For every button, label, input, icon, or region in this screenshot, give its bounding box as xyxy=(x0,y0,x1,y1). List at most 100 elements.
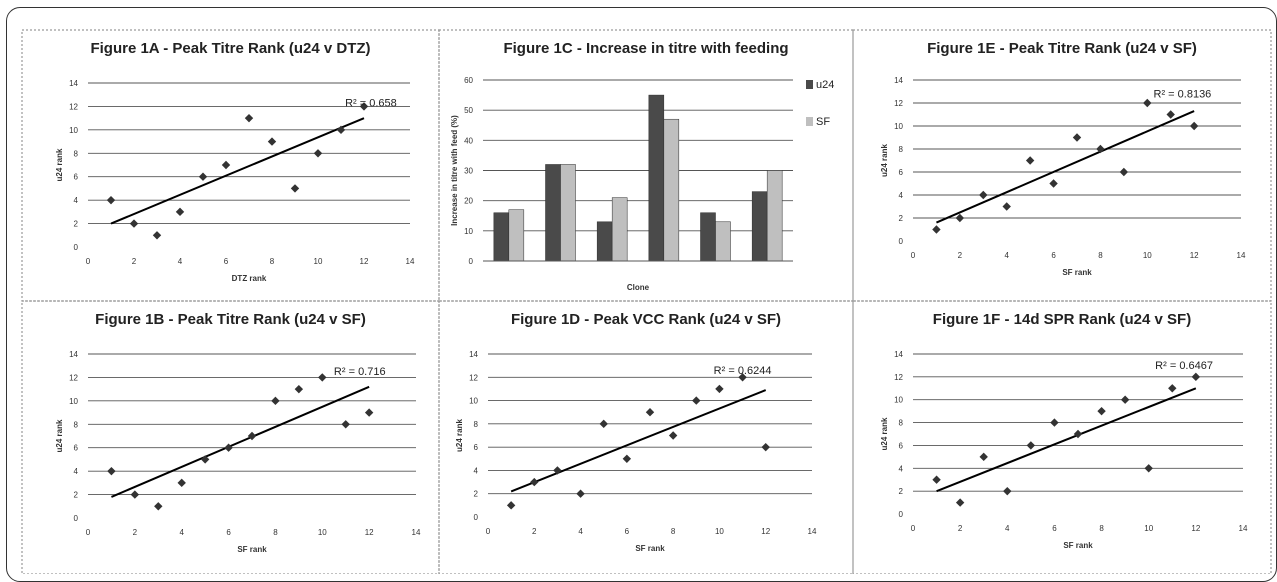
data-point xyxy=(1189,121,1199,131)
data-point xyxy=(267,137,277,146)
y-tick-label: 8 xyxy=(474,420,479,429)
y-tick-label: 8 xyxy=(74,149,79,158)
trendline xyxy=(936,387,1197,493)
x-tick-label: 14 xyxy=(412,528,421,537)
x-tick-label: 14 xyxy=(1239,524,1248,533)
data-point xyxy=(313,149,323,158)
data-point xyxy=(506,501,516,510)
y-axis-label: Increase in titre with feed (%) xyxy=(450,115,459,226)
bar-u24 xyxy=(545,164,561,262)
data-point xyxy=(224,443,233,452)
data-point xyxy=(979,190,988,200)
y-tick-label: 14 xyxy=(894,76,903,85)
legend-label: u24 xyxy=(816,79,834,91)
trendline xyxy=(110,117,365,225)
x-tick-label: 8 xyxy=(270,257,275,266)
data-point xyxy=(1026,441,1036,450)
x-tick-label: 6 xyxy=(226,528,231,537)
data-point xyxy=(1049,179,1058,188)
data-point xyxy=(1002,202,1011,211)
bar-sf xyxy=(766,170,783,262)
bar-sf xyxy=(508,209,525,262)
data-point xyxy=(129,219,139,228)
bar-sf xyxy=(560,164,576,262)
legend-label: SF xyxy=(816,116,830,128)
y-axis-label: u24 rank xyxy=(455,418,464,451)
data-point xyxy=(1050,418,1059,427)
x-axis-label: SF rank xyxy=(1062,268,1092,277)
x-tick-label: 4 xyxy=(578,527,583,536)
data-point xyxy=(599,419,608,429)
y-tick-label: 0 xyxy=(899,237,904,246)
data-point xyxy=(1143,98,1152,108)
bar-u24 xyxy=(700,212,716,262)
data-point xyxy=(364,408,374,417)
bar-sf xyxy=(663,118,680,262)
chart-title: Figure 1D - Peak VCC Rank (u24 v SF) xyxy=(511,311,781,328)
y-tick-label: 2 xyxy=(899,214,904,223)
x-axis-label: SF rank xyxy=(1063,541,1093,550)
x-tick-label: 8 xyxy=(671,527,676,536)
legend-swatch xyxy=(806,117,813,126)
data-point xyxy=(175,207,185,217)
x-axis-label: SF rank xyxy=(635,544,665,553)
data-point xyxy=(107,466,116,476)
y-tick-label: 0 xyxy=(74,514,79,523)
data-point xyxy=(290,184,300,193)
y-tick-label: 8 xyxy=(899,419,904,428)
trendline xyxy=(111,385,370,498)
y-tick-label: 6 xyxy=(74,173,79,182)
x-tick-label: 10 xyxy=(314,257,323,266)
data-point xyxy=(1166,110,1175,119)
data-point xyxy=(668,431,678,440)
x-tick-label: 6 xyxy=(1051,251,1056,260)
data-point xyxy=(359,102,369,111)
y-tick-label: 6 xyxy=(74,444,79,453)
chart-title: Figure 1F - 14d SPR Rank (u24 v SF) xyxy=(933,311,1191,328)
data-point xyxy=(177,478,186,488)
data-point xyxy=(1168,384,1177,393)
x-tick-label: 10 xyxy=(1143,251,1152,260)
x-tick-label: 0 xyxy=(486,527,491,536)
x-axis-label: DTZ rank xyxy=(232,274,267,283)
y-tick-label: 8 xyxy=(899,145,904,154)
x-tick-label: 6 xyxy=(1052,524,1057,533)
x-tick-label: 6 xyxy=(224,257,229,266)
y-tick-label: 10 xyxy=(469,397,478,406)
y-tick-label: 4 xyxy=(899,464,904,473)
data-point xyxy=(932,475,941,484)
data-point xyxy=(221,160,231,170)
y-tick-label: 6 xyxy=(899,168,904,177)
y-tick-label: 0 xyxy=(474,513,479,522)
y-tick-label: 60 xyxy=(464,76,473,85)
x-tick-label: 8 xyxy=(1099,524,1104,533)
x-tick-label: 10 xyxy=(1144,524,1153,533)
data-point xyxy=(1096,144,1105,154)
data-point xyxy=(198,172,208,181)
y-tick-label: 14 xyxy=(894,350,903,359)
data-point xyxy=(106,195,116,205)
x-tick-label: 12 xyxy=(1191,524,1200,533)
y-tick-label: 4 xyxy=(74,196,79,205)
data-point xyxy=(955,498,965,507)
x-tick-label: 0 xyxy=(86,528,91,537)
x-tick-label: 4 xyxy=(1005,524,1010,533)
legend-swatch xyxy=(806,80,813,89)
x-tick-label: 12 xyxy=(365,528,374,537)
y-tick-label: 50 xyxy=(464,106,473,115)
y-tick-label: 10 xyxy=(894,122,903,131)
data-point xyxy=(1119,167,1129,177)
data-point xyxy=(318,373,327,382)
y-tick-label: 10 xyxy=(464,227,473,236)
data-point xyxy=(247,431,257,441)
x-tick-label: 12 xyxy=(1190,251,1199,260)
chart-panel-fig1f: Figure 1F - 14d SPR Rank (u24 v SF) 0 2 4 6 8… xyxy=(852,300,1272,574)
y-tick-label: 30 xyxy=(464,167,473,176)
chart-panel-fig1d: Figure 1D - Peak VCC Rank (u24 v SF) 0 2 4 6… xyxy=(438,300,854,574)
x-tick-label: 0 xyxy=(86,257,91,266)
y-axis-label: u24 rank xyxy=(880,143,889,176)
y-tick-label: 0 xyxy=(469,257,474,266)
y-tick-label: 8 xyxy=(74,420,79,429)
x-tick-label: 2 xyxy=(132,257,137,266)
chart-panel-fig1e: Figure 1E - Peak Titre Rank (u24 v SF) 0 2… xyxy=(852,29,1272,302)
